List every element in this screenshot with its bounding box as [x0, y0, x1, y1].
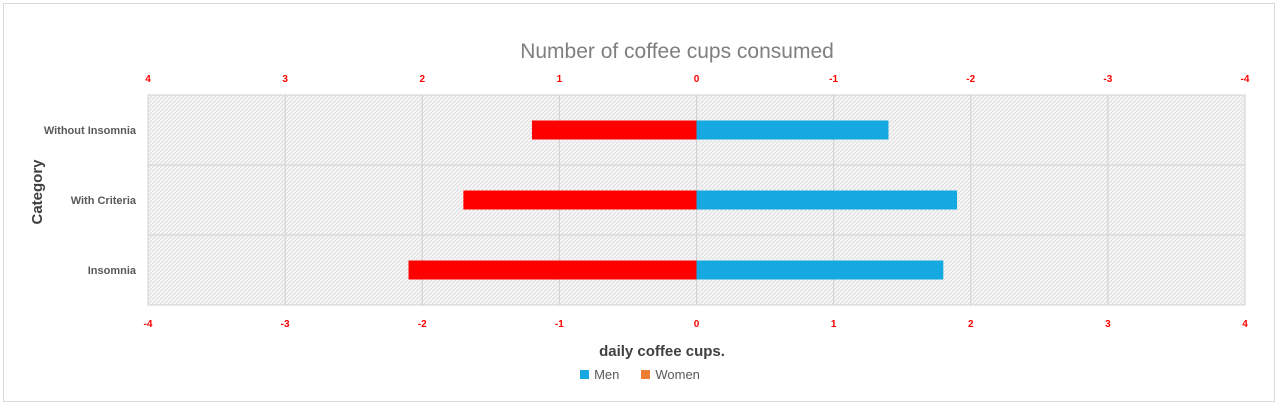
chart-title: Number of coffee cups consumed — [520, 40, 834, 63]
category-labels: Without Insomnia With Criteria Insomnia — [44, 125, 137, 277]
bar-men-2 — [696, 260, 944, 280]
tick-label-bottom: 2 — [968, 319, 974, 330]
top-tick-labels: 4 3 2 1 0 -1 -2 -3 -4 — [145, 74, 1250, 85]
bar-men-0 — [696, 120, 889, 140]
tick-label-bottom: -1 — [555, 319, 564, 330]
tick-label-bottom: 4 — [1242, 319, 1248, 330]
tick-label-top: 1 — [557, 74, 563, 85]
tick-label-bottom: -4 — [144, 319, 153, 330]
tick-label-bottom: 0 — [694, 319, 700, 330]
plot-border — [147, 94, 1246, 306]
tick-label-top: 3 — [282, 74, 288, 85]
legend-swatch-men — [580, 370, 590, 379]
category-label: Insomnia — [88, 265, 137, 277]
bar-women-0 — [531, 120, 697, 140]
tick-label-top: -1 — [829, 74, 838, 85]
bar-women-2 — [408, 260, 697, 280]
y-axis-label: Category — [29, 159, 46, 225]
bar-men-1 — [696, 190, 958, 210]
legend-swatch-women — [641, 370, 651, 379]
tick-label-bottom: 3 — [1105, 319, 1111, 330]
tick-label-bottom: -2 — [418, 319, 427, 330]
tick-label-top: -2 — [966, 74, 975, 85]
bottom-tick-labels: -4 -3 -2 -1 0 1 2 3 4 — [144, 319, 1249, 330]
bar-women-1 — [463, 190, 697, 210]
legend-label-women: Women — [655, 367, 700, 382]
category-label: With Criteria — [71, 195, 137, 207]
legend-item-men: Men — [580, 367, 619, 382]
tick-label-top: -4 — [1241, 74, 1250, 85]
tick-label-bottom: 1 — [831, 319, 837, 330]
tick-label-bottom: -3 — [281, 319, 290, 330]
x-axis-label: daily coffee cups. — [599, 343, 725, 360]
legend-item-women: Women — [641, 367, 700, 382]
tick-label-top: 4 — [145, 74, 151, 85]
category-label: Without Insomnia — [44, 125, 137, 137]
tick-label-top: 0 — [694, 74, 700, 85]
bars — [408, 120, 958, 280]
tick-label-top: 2 — [419, 74, 425, 85]
legend: Men Women — [0, 367, 1280, 382]
legend-label-men: Men — [594, 367, 620, 382]
tick-label-top: -3 — [1103, 74, 1112, 85]
